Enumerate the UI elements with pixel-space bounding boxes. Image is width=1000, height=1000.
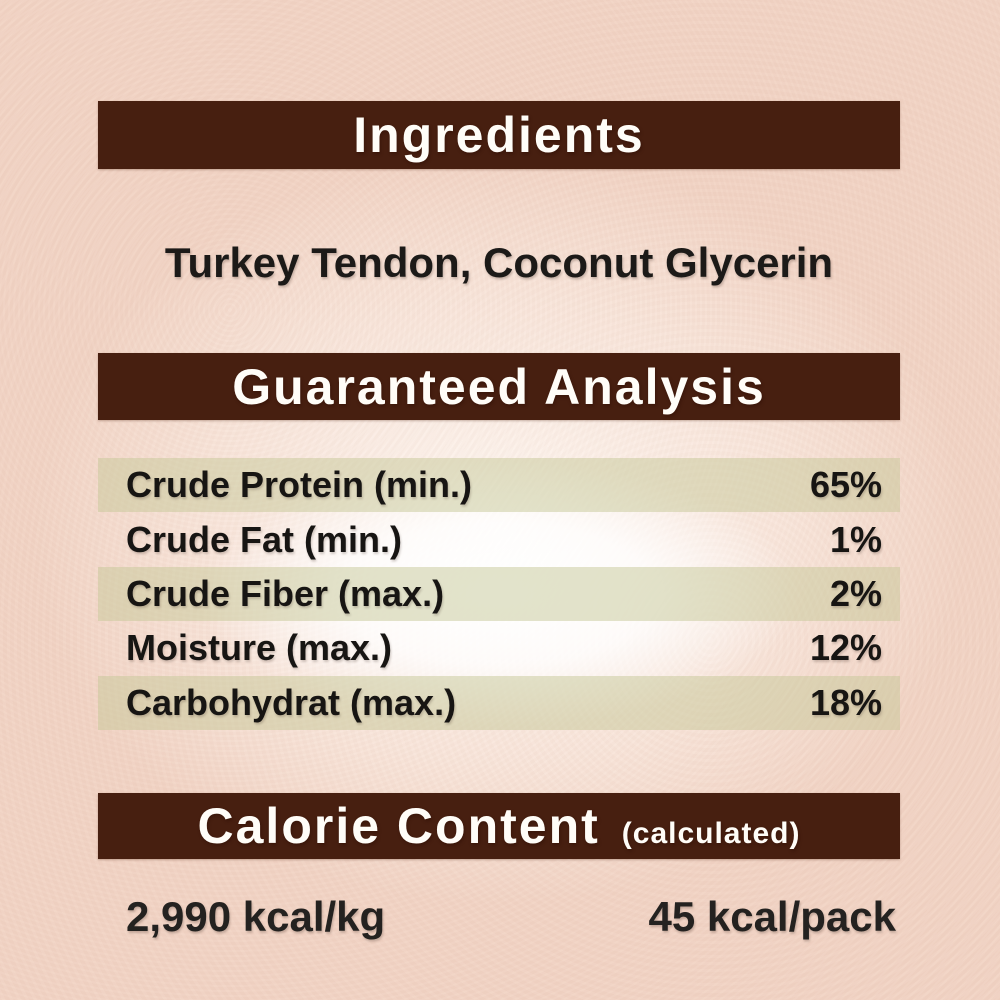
analysis-row-label: Crude Fiber (max.) [126, 572, 445, 614]
analysis-row-value: 18% [809, 681, 882, 723]
ingredients-header-title: Ingredients [353, 107, 645, 163]
analysis-table: Crude Protein (min.) 65% Crude Fat (min.… [98, 444, 900, 744]
calorie-header-bar: Calorie Content (calculated) [98, 792, 900, 859]
table-row: Crude Fiber (max.) 2% [98, 566, 900, 622]
analysis-header-title: Guaranteed Analysis [232, 358, 766, 415]
analysis-row-label: Carbohydrat (max.) [126, 681, 457, 723]
ingredients-header-bar: Ingredients [98, 101, 900, 169]
product-label: Ingredients Turkey Tendon, Coconut Glyce… [98, 0, 900, 941]
table-row: Moisture (max.) 12% [98, 621, 900, 675]
analysis-row-value: 12% [809, 627, 882, 669]
analysis-row-value: 1% [829, 518, 882, 560]
calorie-qualifier: (calculated) [621, 816, 801, 850]
calorie-header-title: Calorie Content [197, 797, 600, 854]
analysis-header-bar: Guaranteed Analysis [98, 353, 900, 420]
analysis-row-label: Moisture (max.) [126, 627, 393, 669]
calorie-values-row: 2,990 kcal/kg 45 kcal/pack [98, 893, 900, 941]
table-row: Carbohydrat (max.) 18% [98, 675, 900, 730]
calorie-header-group: Calorie Content (calculated) [198, 797, 801, 855]
calorie-per-kg: 2,990 kcal/kg [126, 892, 386, 940]
analysis-row-label: Crude Fat (min.) [126, 518, 402, 560]
ingredients-list-text: Turkey Tendon, Coconut Glycerin [164, 239, 834, 286]
analysis-row-label: Crude Protein (min.) [126, 464, 473, 506]
table-row: Crude Fat (min.) 1% [98, 512, 900, 566]
calorie-per-pack: 45 kcal/pack [648, 892, 896, 940]
analysis-row-value: 2% [829, 572, 882, 614]
analysis-row-value: 65% [809, 464, 882, 506]
table-row: Crude Protein (min.) 65% [98, 458, 900, 513]
